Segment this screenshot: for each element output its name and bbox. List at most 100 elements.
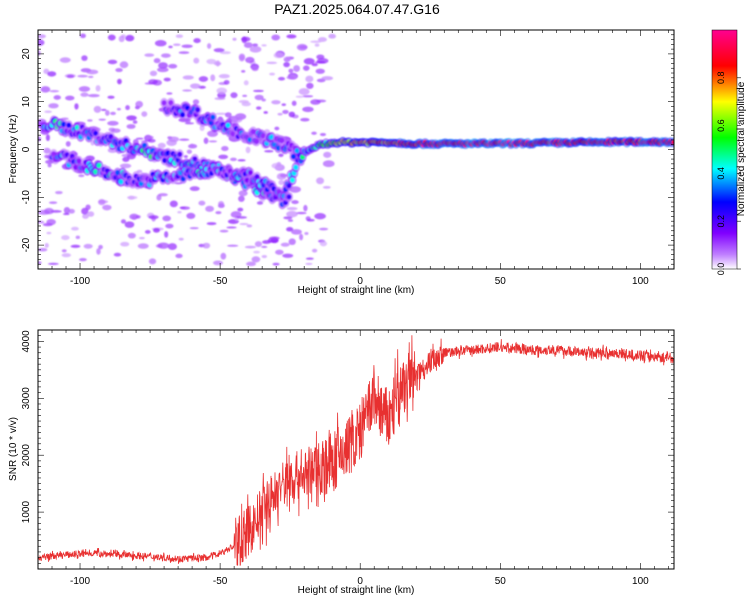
heatmap-cell bbox=[183, 155, 188, 158]
heatmap-cell bbox=[93, 105, 102, 113]
heatmap-cell bbox=[323, 151, 332, 158]
heatmap-cell bbox=[238, 190, 248, 197]
heatmap-cell bbox=[219, 229, 229, 233]
heatmap-cell bbox=[189, 227, 199, 230]
heatmap-cell bbox=[148, 215, 159, 220]
heatmap-cell bbox=[161, 100, 167, 106]
heatmap-cell bbox=[66, 74, 75, 79]
heatmap-cell bbox=[263, 111, 268, 114]
heatmap-cell bbox=[81, 55, 88, 61]
heatmap-cell bbox=[237, 159, 246, 162]
heatmap-cell bbox=[256, 201, 264, 205]
spectrogram-xlabel: Height of straight line (km) bbox=[298, 285, 415, 296]
x-tick-label: -100 bbox=[70, 276, 90, 287]
y-tick-label: 2000 bbox=[21, 444, 32, 467]
y-tick-label: 1000 bbox=[21, 501, 32, 524]
heatmap-cell bbox=[48, 201, 58, 204]
heatmap-cell bbox=[218, 201, 225, 207]
heatmap-cell bbox=[213, 48, 225, 53]
heatmap-cell bbox=[283, 61, 290, 68]
heatmap-cell bbox=[254, 241, 263, 247]
heatmap-cell bbox=[310, 99, 321, 105]
heatmap-cell bbox=[193, 38, 201, 44]
heatmap-cell bbox=[119, 163, 132, 169]
heatmap-cell bbox=[226, 226, 237, 229]
heatmap-cell bbox=[286, 34, 297, 39]
heatmap-cell bbox=[230, 92, 238, 99]
heatmap-cell bbox=[70, 244, 81, 248]
y-tick-label: 3000 bbox=[21, 387, 32, 410]
heatmap-cell bbox=[98, 118, 106, 121]
heatmap-cell bbox=[47, 163, 52, 168]
heatmap-cell bbox=[206, 43, 212, 49]
heatmap-cell bbox=[53, 95, 61, 100]
heatmap-cell bbox=[198, 200, 206, 206]
heatmap-cell bbox=[124, 221, 135, 228]
heatmap-cell bbox=[291, 229, 302, 235]
heatmap-cell bbox=[186, 149, 193, 154]
heatmap-cell bbox=[246, 261, 257, 267]
heatmap-cell bbox=[168, 45, 173, 49]
heatmap-cell bbox=[303, 204, 308, 212]
heatmap-cell bbox=[316, 177, 325, 185]
colorbar-axes: 0.0 0.2 0.4 0.6 0.8 bbox=[716, 72, 741, 275]
heatmap-cell bbox=[245, 146, 251, 154]
heatmap-cell bbox=[120, 241, 130, 247]
heatmap-cell bbox=[193, 57, 200, 64]
heatmap-cell bbox=[271, 34, 281, 41]
heatmap-cell bbox=[167, 243, 177, 251]
snr-panel: -100 -50 0 50 100 1000 2000 3000 4000 Height of … bbox=[8, 329, 675, 596]
heatmap-cell bbox=[286, 194, 292, 200]
heatmap-cell bbox=[268, 236, 280, 240]
heatmap-cell bbox=[98, 199, 106, 206]
heatmap-cell bbox=[202, 242, 211, 249]
heatmap-cell bbox=[206, 58, 217, 65]
y-tick-label: 10 bbox=[21, 96, 32, 108]
heatmap-cell bbox=[79, 257, 87, 262]
heatmap-cell bbox=[182, 89, 193, 92]
heatmap-cell bbox=[275, 249, 284, 255]
heatmap-cell bbox=[125, 105, 130, 111]
heatmap-cell bbox=[272, 262, 280, 266]
heatmap-cell bbox=[87, 119, 93, 122]
heatmap-cell bbox=[294, 148, 300, 154]
heatmap-cell bbox=[271, 162, 283, 169]
x-tick-label: 100 bbox=[632, 276, 649, 287]
heatmap-cell bbox=[115, 68, 123, 73]
heatmap-cell bbox=[288, 75, 297, 80]
spectrogram-ylabel: Frequency (Hz) bbox=[8, 115, 19, 184]
heatmap-cell bbox=[288, 111, 296, 118]
colorbar-tick-label: 0.2 bbox=[716, 215, 726, 228]
y-tick-label: -10 bbox=[21, 190, 32, 205]
heatmap-cell bbox=[255, 106, 262, 110]
heatmap-cell bbox=[118, 179, 124, 185]
heatmap-cell bbox=[277, 76, 286, 81]
heatmap-cell bbox=[311, 63, 318, 67]
heatmap-cell bbox=[286, 210, 298, 218]
snr-axes: -100 -50 0 50 100 1000 2000 3000 4000 bbox=[21, 329, 674, 587]
heatmap-cell bbox=[243, 80, 249, 86]
heatmap-cell bbox=[315, 60, 326, 64]
heatmap-cell bbox=[113, 252, 122, 257]
heatmap-cell bbox=[291, 200, 299, 205]
heatmap-cell bbox=[38, 261, 42, 265]
heatmap-cell bbox=[189, 143, 195, 148]
heatmap-cell bbox=[236, 216, 248, 219]
heatmap-cell bbox=[43, 147, 51, 154]
heatmap-cell bbox=[261, 44, 267, 47]
heatmap-cell bbox=[76, 158, 82, 164]
heatmap-cell bbox=[276, 173, 287, 180]
colorbar-label: Normalized spectral amplitude bbox=[736, 81, 747, 216]
y-tick-label: 0 bbox=[21, 146, 32, 152]
heatmap-cell bbox=[218, 74, 230, 79]
heatmap-cell bbox=[195, 107, 201, 113]
heatmap-cell bbox=[319, 132, 327, 137]
heatmap-cell bbox=[83, 243, 93, 249]
heatmap-cell bbox=[87, 94, 100, 98]
heatmap-cell bbox=[322, 186, 331, 189]
heatmap-cell bbox=[80, 92, 89, 97]
heatmap-cell bbox=[305, 257, 314, 260]
heatmap-cell bbox=[38, 50, 41, 56]
heatmap-cell bbox=[315, 68, 325, 74]
heatmap-cell bbox=[137, 243, 149, 249]
